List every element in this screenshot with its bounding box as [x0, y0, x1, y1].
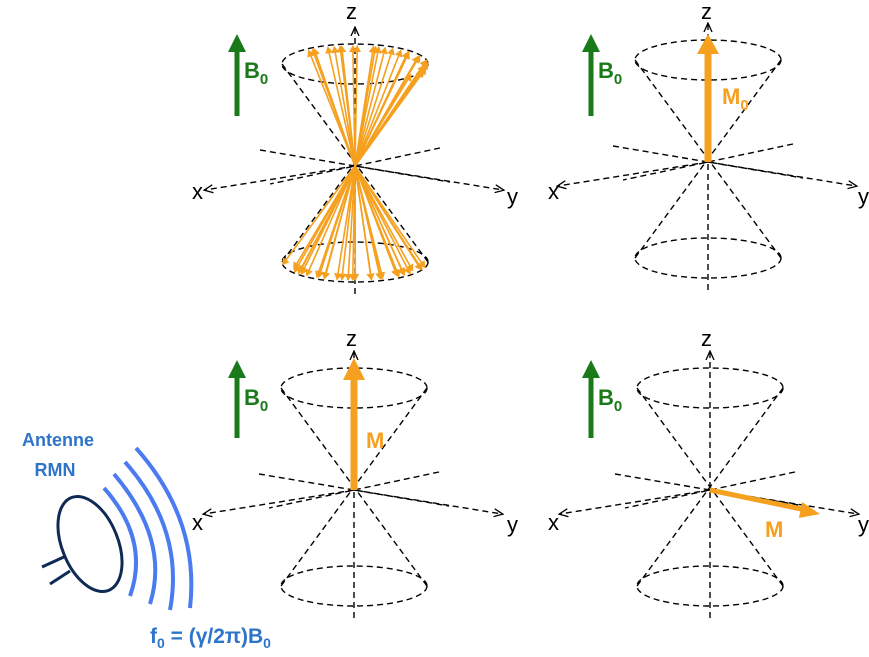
x-axis-label: x [192, 510, 203, 535]
z-axis-label: z [346, 326, 357, 351]
x-axis [558, 161, 709, 186]
y-axis-label: y [507, 512, 518, 537]
x-axis-label: x [548, 179, 559, 204]
z-axis-label: z [701, 326, 712, 351]
field-label: B0 [598, 385, 622, 415]
dish-antenna-icon [41, 494, 124, 594]
plane-line [269, 147, 441, 185]
spin-up-arrow [325, 46, 356, 167]
spin-up-arrow [354, 51, 410, 167]
cone-bottom-ellipse [281, 241, 429, 283]
y-axis [354, 165, 503, 190]
cone-edge [636, 387, 784, 587]
magnetization-vector-m0 [697, 34, 719, 162]
spin-down-arrow [354, 165, 423, 271]
x-axis-label: x [192, 179, 203, 204]
z-axis-label: z [346, 0, 357, 24]
field-label: B0 [244, 58, 268, 88]
spin-up-arrow [354, 70, 424, 167]
field-label: B0 [244, 385, 268, 415]
y-axis [707, 161, 856, 186]
y-axis-label: y [858, 512, 869, 537]
magnetization-label: M [765, 517, 783, 542]
y-axis-label: y [858, 184, 869, 209]
x-axis [204, 489, 355, 514]
x-axis-label: x [548, 510, 559, 535]
spin-up-arrow [354, 45, 377, 167]
field-label: B0 [598, 58, 622, 88]
panel-transverse [560, 352, 858, 618]
plane-line [268, 471, 440, 509]
magnetization-vector-m [343, 358, 365, 490]
spin-down-arrow [305, 165, 356, 277]
radio-waves-icon [102, 446, 194, 611]
spin-up-arrow [353, 45, 362, 167]
spin-down-arrow [354, 165, 406, 277]
z-axis-label: z [701, 0, 712, 24]
y-axis [353, 489, 502, 514]
x-axis [560, 489, 711, 514]
spin-up-arrow [331, 45, 356, 167]
spin-down-arrow [293, 165, 356, 270]
spin-down-arrow [297, 165, 356, 275]
field-arrow [582, 34, 600, 116]
y-axis-label: y [507, 184, 518, 209]
cone-bottom-ellipse [634, 237, 782, 279]
spin-up-arrow [354, 73, 412, 167]
magnetization-label: M [366, 428, 384, 453]
spin-down-arrow [316, 165, 356, 278]
cone-bottom-ellipse [636, 565, 784, 607]
precessing-spins [282, 45, 429, 281]
spin-up-arrow [354, 46, 388, 167]
larmor-formula: f0 = (γ/2π)B0 [150, 625, 271, 651]
spin-down-arrow [334, 165, 356, 281]
spin-up-arrow [354, 47, 395, 167]
spin-up-arrow [354, 46, 382, 167]
spin-down-arrow [282, 165, 356, 266]
plane-line [624, 471, 796, 509]
magnetization-vector-m-transverse [709, 487, 820, 518]
spin-down-arrow [354, 165, 399, 277]
field-arrow [228, 34, 246, 116]
antenna-label-line2: RMN [35, 460, 76, 480]
spin-up-arrow [354, 49, 403, 167]
spin-down-arrow [321, 165, 356, 280]
spin-down-arrow [354, 165, 386, 280]
cone-bottom-ellipse [280, 565, 428, 607]
panel-precession [205, 28, 503, 294]
spin-down-arrow [354, 165, 375, 281]
antenna-label-line1: Antenne [22, 430, 94, 450]
plane-line [622, 143, 794, 181]
spin-up-arrow [310, 48, 356, 167]
spin-down-arrow [354, 165, 412, 275]
x-axis [205, 165, 356, 190]
spin-up-arrow [338, 45, 356, 167]
magnetization-label: M0 [722, 84, 749, 114]
field-arrow [228, 360, 246, 438]
field-arrow [582, 360, 600, 438]
